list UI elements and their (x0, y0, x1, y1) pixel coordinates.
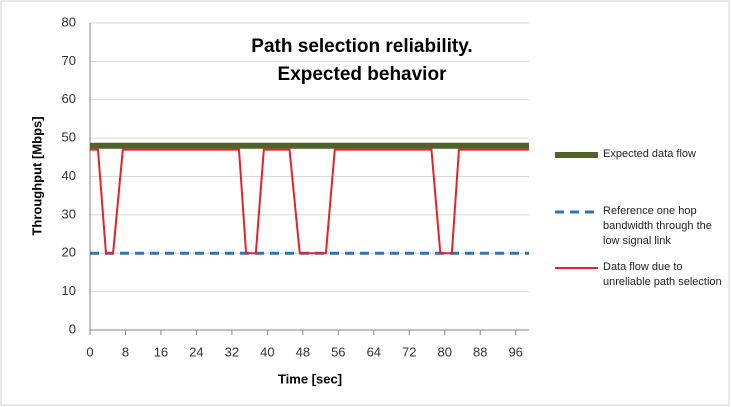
x-tick-label: 88 (473, 344, 487, 359)
x-tick-label: 56 (331, 344, 345, 359)
x-tick-label: 48 (296, 344, 310, 359)
y-tick-label: 20 (62, 245, 76, 260)
x-tick-label: 32 (225, 344, 239, 359)
y-tick-label: 30 (62, 206, 76, 221)
x-tick-label: 96 (508, 344, 522, 359)
chart-title: Path selection reliability. (251, 36, 472, 57)
x-tick-label: 24 (189, 344, 203, 359)
x-tick-label: 64 (367, 344, 381, 359)
legend-label: Data flow due to unreliable path selecti… (603, 261, 722, 288)
y-tick-label: 70 (62, 53, 76, 68)
legend-label: Expected data flow (603, 148, 696, 160)
y-tick-label: 60 (62, 91, 76, 106)
x-tick-label: 80 (438, 344, 452, 359)
y-tick-label: 50 (62, 130, 76, 145)
x-tick-label: 8 (122, 344, 129, 359)
x-axis-label: Time [sec] (278, 371, 342, 386)
x-tick-label: 40 (260, 344, 274, 359)
y-axis-label: Throughput [Mbps] (29, 116, 44, 235)
x-tick-label: 72 (402, 344, 416, 359)
y-tick-label: 80 (62, 14, 76, 29)
series-line (90, 148, 529, 255)
legend-label: Reference one hop bandwidth through the … (603, 205, 712, 247)
y-tick-label: 0 (69, 321, 76, 336)
x-tick-label: 0 (86, 344, 93, 359)
y-tick-label: 10 (62, 283, 76, 298)
x-tick-label: 16 (154, 344, 168, 359)
y-tick-label: 40 (62, 168, 76, 183)
chart-title: Expected behavior (278, 64, 448, 85)
